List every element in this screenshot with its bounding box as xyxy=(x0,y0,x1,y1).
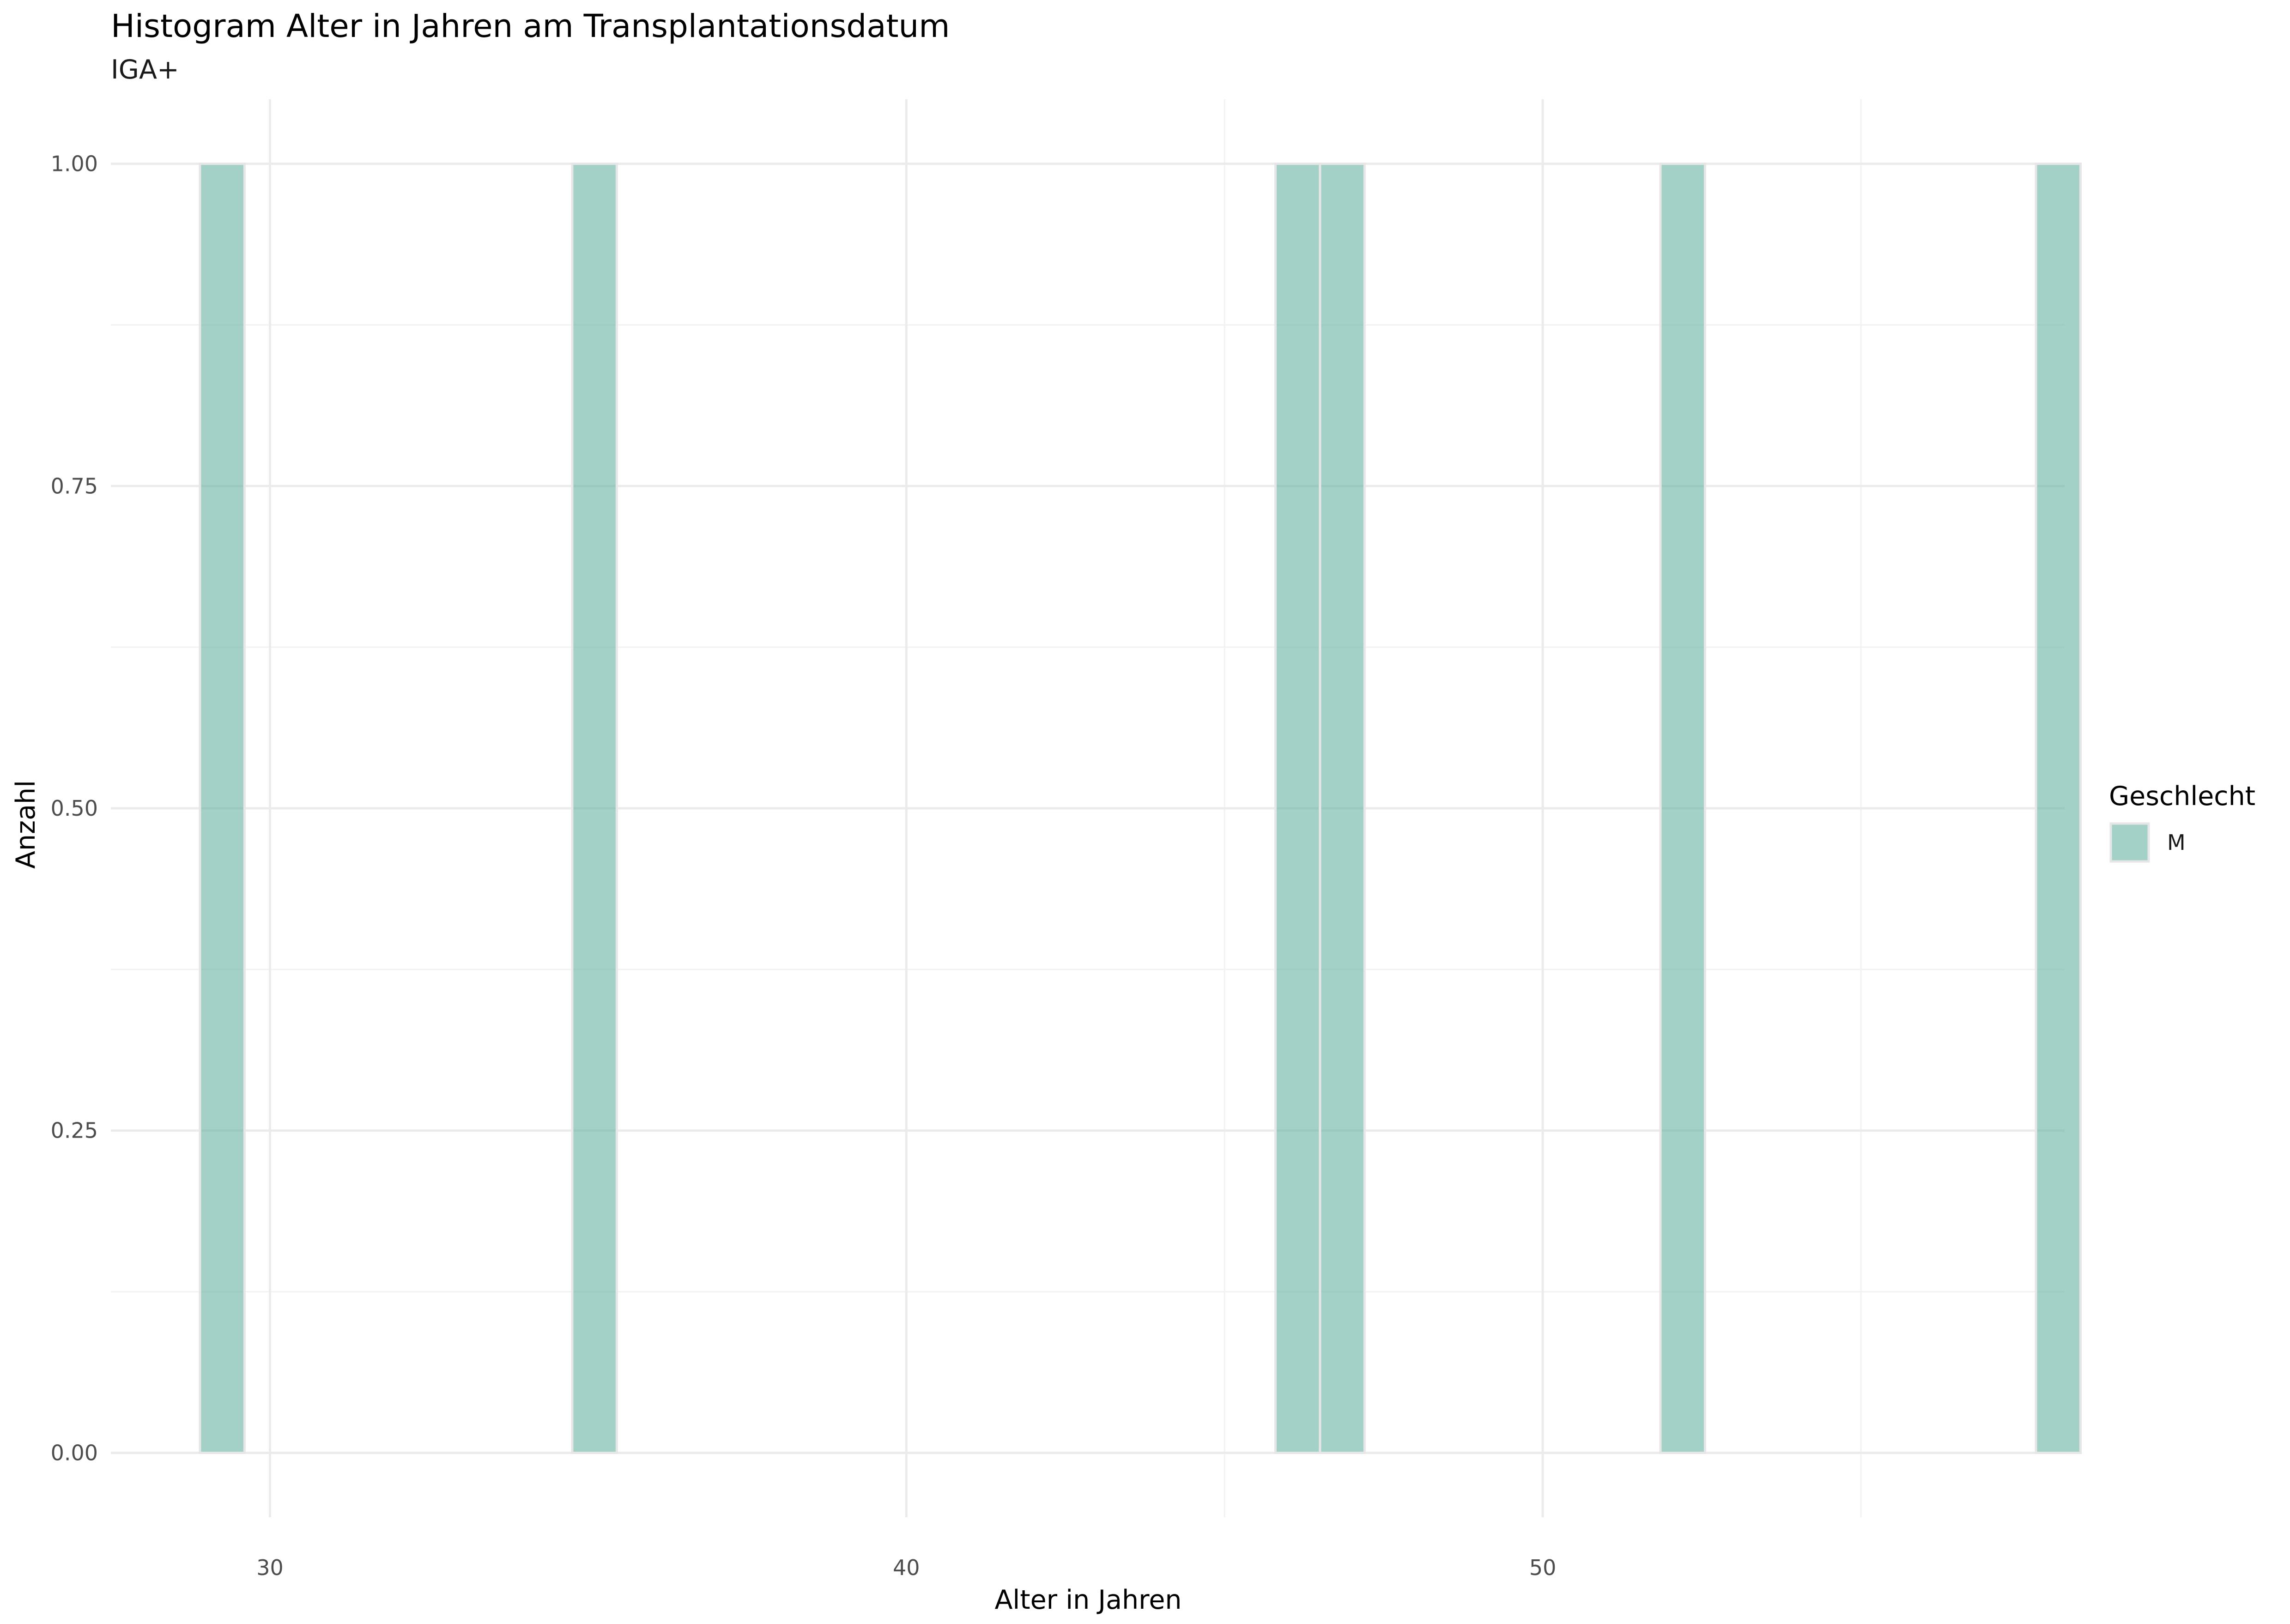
grid xyxy=(111,99,2065,1517)
x-tick-label: 50 xyxy=(1529,1555,1557,1580)
histogram-bar xyxy=(1659,163,1707,1454)
legend: Geschlecht M xyxy=(2109,781,2255,863)
histogram-bar xyxy=(199,163,246,1454)
x-tick-label: 40 xyxy=(893,1555,920,1580)
y-tick-label: 0.75 xyxy=(51,473,98,498)
x-axis-title: Alter in Jahren xyxy=(994,1585,1181,1615)
y-axis-title: Anzahl xyxy=(11,780,41,869)
histogram-bar xyxy=(1319,163,1366,1454)
y-tick-label: 0.50 xyxy=(51,796,98,821)
histogram-bar xyxy=(571,163,618,1454)
legend-title: Geschlecht xyxy=(2109,781,2255,812)
chart-subtitle: IGA+ xyxy=(111,55,179,85)
chart-title: Histogram Alter in Jahren am Transplanta… xyxy=(111,8,950,45)
y-tick-label: 0.00 xyxy=(51,1440,98,1465)
x-tick-label: 30 xyxy=(256,1555,284,1580)
histogram-bar xyxy=(2035,163,2082,1454)
y-tick-label: 1.00 xyxy=(51,151,98,176)
bars xyxy=(199,163,2082,1454)
histogram-bar xyxy=(1274,163,1321,1454)
legend-key-m xyxy=(2109,822,2150,863)
y-tick-label: 0.25 xyxy=(51,1118,98,1143)
legend-label-m: M xyxy=(2167,830,2186,855)
tick-labels: 30 40 50 0.00 0.25 0.50 0.75 1.00 xyxy=(51,151,1557,1580)
